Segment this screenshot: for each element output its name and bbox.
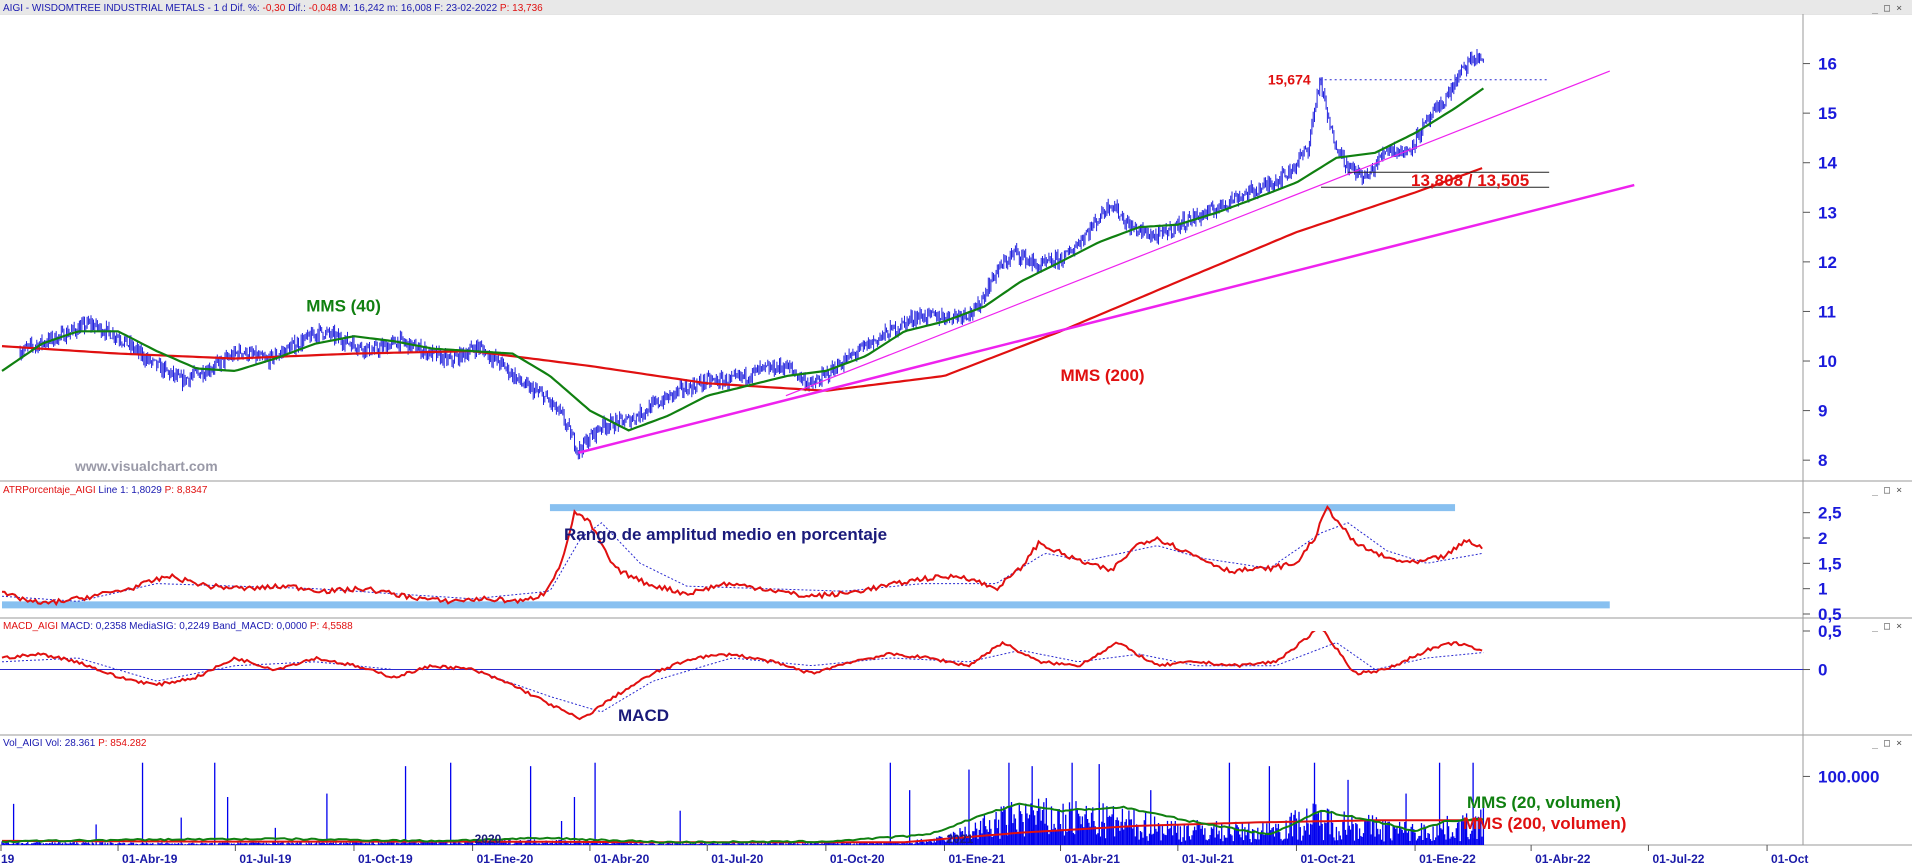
atr-axis-tick-label: 2 [1818,529,1827,548]
header-part-8: F: 23-02-2022 [432,3,498,14]
moving-average-label: MMS (200) [1061,366,1145,385]
x-tick-label: 01-Abr-21 [1065,852,1121,866]
price-axis-tick-label: 9 [1818,402,1827,421]
x-tick-label: 01-Jul-22 [1652,852,1704,866]
macd-line [1,631,1483,721]
price-axis-tick-label: 16 [1818,55,1837,74]
atr-line [1,505,1483,607]
x-tick-label: 01-Oct [1771,852,1808,866]
x-axis: 19 01-Abr-19 01-Jul-19 01-Oct-19 01-Ene-20 01… [0,845,1808,866]
trendline [578,183,1635,454]
volume-legend-entry: MMS (20, volumen) [1467,793,1621,812]
header-part-2: Dif. %: [230,3,262,14]
header-part-1: 1 d [214,3,231,14]
macd-window-controls[interactable]: _ □ × [1872,621,1902,632]
header-part-3: -0,30 [263,3,286,14]
volume-axis-tick-label: 100.000 [1818,767,1879,786]
header-part-9: P: 13,736 [497,3,543,14]
y-axes: 8 9 10 11 12 13 14 15 16 0,5 1 1,5 2 2,5 0 0,5 100.000 [1803,55,1879,786]
atr-axis-tick-label: 1 [1818,580,1827,599]
header-part-2: P: 854.282 [98,738,147,749]
price-axis-tick-label: 11 [1818,302,1836,321]
moving-average-label: MMS (40) [306,296,381,315]
macd-axis-tick-label: 0,5 [1818,622,1842,641]
mms40-line [1,87,1485,432]
atr-panel-header: ATRPorcentaje_AIGI Line 1: 1,8029 P: 8,8… [3,485,208,496]
watermark: www.visualchart.com [74,458,218,474]
atr-label: Rango de amplitud medio en porcentaje [564,525,887,544]
price-plot [1,49,1635,460]
volume-plot [1,762,1485,845]
header-part-0: Vol_AIGI [3,738,45,749]
svg-text:_ □ ×: _ □ × [1872,485,1902,496]
atr-axis-tick-label: 2,5 [1818,504,1842,523]
svg-text:_ □ ×: _ □ × [1872,738,1902,749]
price-axis-tick-label: 10 [1818,352,1837,371]
volume-mms20-line [1,802,1484,844]
volume-legend-entry: MMS (200, volumen) [1463,814,1626,833]
mms200-line [1,167,1483,392]
header-part-0: ATRPorcentaje_AIGI [3,485,98,496]
overlay-labels: 15,674 13,808 / 13,505 MMS (40) MMS (200) ww… [74,72,1626,846]
x-tick-label: 01-Oct-19 [358,852,413,866]
svg-text:_ □ ×: _ □ × [1872,3,1902,14]
panel-frames [0,0,1912,846]
x-tick-label: 01-Ene-22 [1419,852,1476,866]
macd-axis-tick-label: 0 [1818,661,1827,680]
x-tick-label: 01-Jul-20 [711,852,763,866]
header-part-0: AIGI - WISDOMTREE INDUSTRIAL METALS - [3,3,214,14]
price-axis-tick-label: 15 [1818,104,1837,123]
price-bars [19,49,1484,460]
x-tick-label: 01-Ene-20 [477,852,534,866]
header-part-4: P: 4,5588 [310,621,353,632]
x-tick-label: 01-Jul-19 [239,852,291,866]
atr-axis-tick-label: 0,5 [1818,605,1842,624]
svg-text:_ □ ×: _ □ × [1872,621,1902,632]
header-part-2: MediaSIG: 0,2249 [129,621,212,632]
macd-panel-header: MACD_AIGI MACD: 0,2358 MediaSIG: 0,2249 … [3,621,353,632]
volume-panel-header: Vol_AIGI Vol: 28.361 P: 854.282 [3,738,147,749]
macd-signal-line [1,642,1484,713]
atr-axis-tick-label: 1,5 [1818,554,1842,573]
x-tick-label: 19 [1,852,15,866]
macd-plot [0,631,1803,721]
header-part-1: Vol: 28.361 [45,738,98,749]
header-part-5: -0,048 [309,3,338,14]
header-part-3: Band_MACD: 0,0000 [213,621,310,632]
header-part-2: P: 8,8347 [165,485,208,496]
price-axis-tick-label: 8 [1818,451,1827,470]
header-part-0: MACD_AIGI [3,621,61,632]
support-levels-label: 13,808 / 13,505 [1411,171,1529,190]
header-part-4: Dif.: [285,3,308,14]
header-part-6: M: 16,242 [337,3,385,14]
price-axis-tick-label: 14 [1818,154,1837,173]
x-tick-label: 01-Abr-22 [1535,852,1591,866]
header-part-1: Line 1: 1,8029 [98,485,164,496]
year-label: 2021 [946,832,973,846]
x-tick-label: 01-Abr-19 [122,852,178,866]
x-tick-label: 01-Jul-21 [1182,852,1234,866]
price-window-controls[interactable]: _ □ × [1872,3,1902,14]
x-tick-label: 01-Ene-21 [948,852,1005,866]
atr-plot [1,504,1610,609]
price-axis-tick-label: 13 [1818,203,1837,222]
macd-label: MACD [618,706,669,725]
x-tick-label: 01-Oct-21 [1300,852,1355,866]
header-part-1: MACD: 0,2358 [61,621,129,632]
volume-window-controls[interactable]: _ □ × [1872,738,1902,749]
price-axis-tick-label: 12 [1818,253,1837,272]
header-part-7: m: 16,008 [384,3,432,14]
level-label-high: 15,674 [1268,72,1311,88]
year-label: 2020 [475,832,502,846]
trendline [785,70,1610,397]
price-panel-header: AIGI - WISDOMTREE INDUSTRIAL METALS - 1 … [3,3,543,14]
x-tick-label: 01-Oct-20 [830,852,885,866]
atr-window-controls[interactable]: _ □ × [1872,485,1902,496]
x-tick-label: 01-Abr-20 [594,852,650,866]
